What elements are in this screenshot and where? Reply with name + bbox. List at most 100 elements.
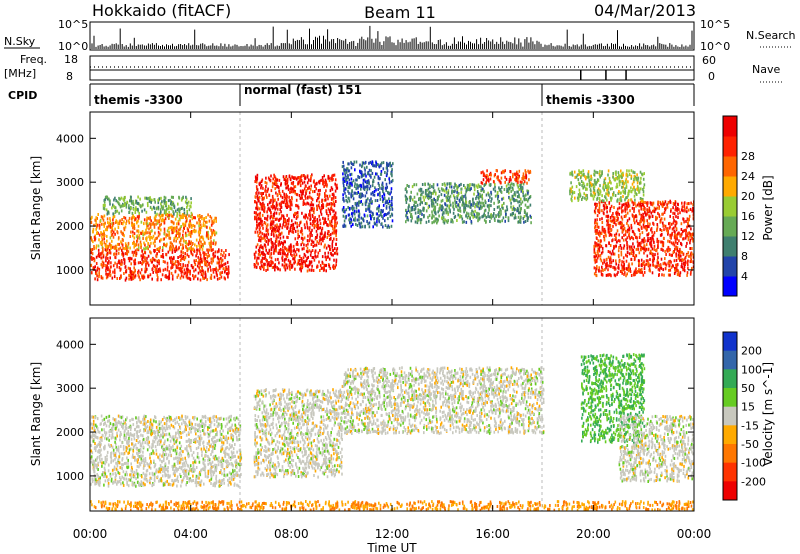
echo-cell xyxy=(203,277,206,280)
echo-cell xyxy=(490,216,493,220)
echo-cell xyxy=(155,207,158,211)
echo-cell xyxy=(281,226,284,230)
echo-cell xyxy=(460,182,462,186)
echo-cell xyxy=(382,187,384,191)
echo-cell xyxy=(182,216,184,219)
echo-cell xyxy=(159,224,161,227)
echo-cell xyxy=(112,203,114,207)
echo-cell xyxy=(299,196,302,200)
echo-cell xyxy=(444,203,447,207)
echo-cell xyxy=(307,187,309,191)
echo-cell xyxy=(95,219,97,223)
echo-cell xyxy=(90,217,92,221)
echo-cell xyxy=(612,219,615,222)
echo-cell xyxy=(173,229,175,233)
echo-cell xyxy=(467,204,469,208)
echo-cell xyxy=(227,272,229,276)
echo-cell xyxy=(149,216,151,220)
echo-cell xyxy=(595,258,597,262)
echo-cell xyxy=(287,222,290,226)
echo-cell xyxy=(445,219,448,223)
echo-cell xyxy=(176,231,178,235)
echo-cell xyxy=(652,209,654,213)
echo-cell xyxy=(293,185,295,189)
echo-cell xyxy=(301,196,303,200)
echo-cell xyxy=(189,278,192,281)
echo-cell xyxy=(422,190,424,194)
echo-cell xyxy=(269,179,272,183)
echo-cell xyxy=(186,273,189,277)
echo-cell xyxy=(514,191,516,195)
echo-cell xyxy=(278,249,281,253)
echo-cell xyxy=(663,217,666,221)
echo-cell xyxy=(215,268,217,272)
echo-cell xyxy=(482,170,484,174)
echo-cell xyxy=(633,209,635,213)
echo-cell xyxy=(209,265,211,269)
echo-cell xyxy=(205,220,207,224)
echo-cell xyxy=(447,191,450,195)
echo-cell xyxy=(332,209,335,213)
echo-cell xyxy=(459,214,461,218)
echo-cell xyxy=(458,209,460,212)
echo-cell xyxy=(454,182,456,186)
echo-cell xyxy=(265,176,267,180)
echo-cell xyxy=(133,266,135,270)
echo-cell xyxy=(166,229,169,233)
echo-cell xyxy=(425,220,428,224)
echo-cell xyxy=(289,244,292,248)
echo-cell xyxy=(169,206,171,210)
echo-cell xyxy=(166,275,168,279)
echo-cell xyxy=(169,236,172,240)
echo-cell xyxy=(351,189,353,193)
echo-cell xyxy=(361,225,364,229)
echo-cell xyxy=(130,257,133,261)
echo-cell xyxy=(105,266,107,270)
echo-cell xyxy=(465,214,467,218)
echo-cell xyxy=(425,209,428,213)
echo-cell xyxy=(506,208,509,212)
echo-cell xyxy=(207,213,209,217)
echo-cell xyxy=(210,245,212,249)
echo-cell xyxy=(311,228,313,232)
echo-cell xyxy=(692,265,694,269)
echo-cell xyxy=(382,185,384,189)
echo-cell xyxy=(648,206,651,210)
echo-cell xyxy=(157,270,160,273)
echo-cell xyxy=(263,267,265,271)
echo-cell xyxy=(324,195,326,198)
echo-cell xyxy=(664,262,667,266)
echo-cell xyxy=(333,173,336,177)
echo-cell xyxy=(310,175,312,179)
echo-cell xyxy=(296,211,299,215)
echo-cell xyxy=(511,207,514,211)
echo-cell xyxy=(306,246,309,250)
echo-cell xyxy=(410,196,412,200)
echo-cell xyxy=(95,244,98,248)
echo-cell xyxy=(324,243,326,247)
echo-cell xyxy=(190,197,192,201)
echo-cell xyxy=(319,235,321,239)
echo-cell xyxy=(295,177,298,181)
echo-cell xyxy=(108,251,111,255)
echo-cell xyxy=(474,209,476,213)
echo-cell xyxy=(134,211,137,214)
echo-cell xyxy=(203,251,206,255)
echo-cell xyxy=(377,188,379,191)
echo-cell xyxy=(158,226,161,230)
echo-cell xyxy=(653,240,655,244)
echo-cell xyxy=(91,248,94,251)
echo-cell xyxy=(270,237,272,241)
echo-cell xyxy=(122,204,124,208)
echo-cell xyxy=(297,259,300,263)
echo-cell xyxy=(272,220,275,224)
echo-cell xyxy=(131,275,133,279)
echo-cell xyxy=(323,198,326,202)
echo-cell xyxy=(321,207,323,211)
echo-cell xyxy=(254,263,256,267)
echo-cell xyxy=(477,217,480,221)
echo-cell xyxy=(108,221,111,225)
echo-cell xyxy=(261,232,264,236)
echo-cell xyxy=(210,223,213,227)
echo-cell xyxy=(282,214,285,218)
